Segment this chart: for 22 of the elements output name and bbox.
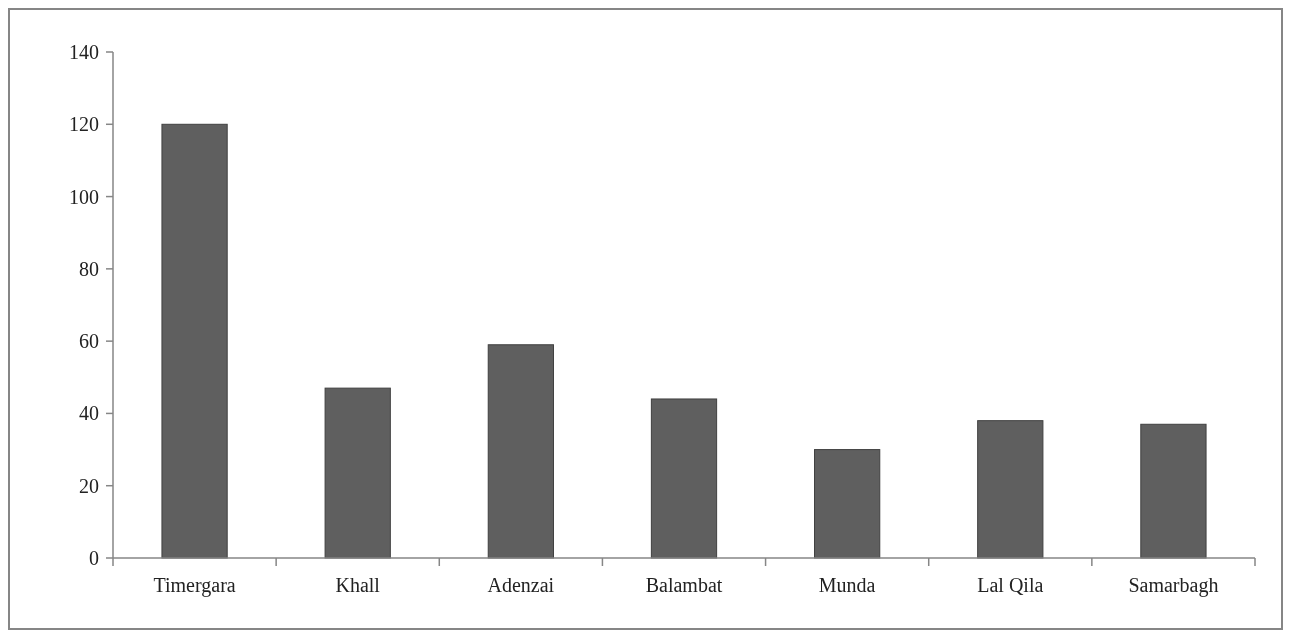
- y-tick-label: 120: [69, 113, 99, 136]
- y-tick-label: 60: [79, 330, 99, 353]
- bar: [650, 398, 718, 559]
- y-tick-label: 100: [69, 185, 99, 208]
- bar: [814, 449, 881, 559]
- y-tick-label: 20: [79, 474, 99, 497]
- y-tick-label: 80: [79, 257, 99, 280]
- y-tick-label: 0: [89, 547, 99, 569]
- x-tick-label: Samarbagh: [1128, 574, 1219, 597]
- x-tick-label: Adenzai: [487, 574, 555, 596]
- bar: [487, 344, 554, 559]
- y-tick-label: 40: [79, 402, 99, 425]
- x-tick-label: Munda: [818, 574, 876, 596]
- x-tick-label: Khall: [335, 574, 381, 596]
- x-tick-label: Timergara: [153, 574, 236, 597]
- y-tick-label: 140: [69, 41, 99, 63]
- bar: [1140, 423, 1207, 559]
- x-tick-label: Lal Qila: [977, 574, 1044, 596]
- bar: [161, 123, 228, 559]
- bar: [977, 420, 1044, 559]
- x-tick-label: Balambat: [645, 574, 723, 596]
- bar: [324, 387, 391, 559]
